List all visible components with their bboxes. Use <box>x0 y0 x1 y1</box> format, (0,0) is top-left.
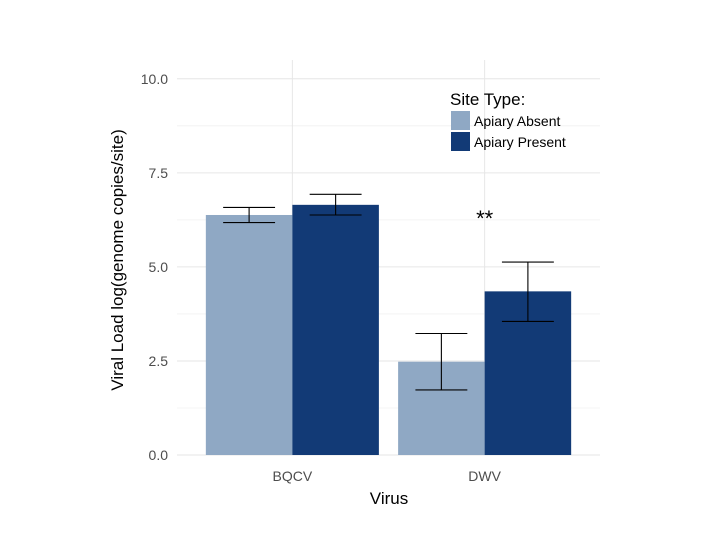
legend: Site Type: Apiary Absent Apiary Present <box>450 90 566 151</box>
x-axis-title: Virus <box>370 489 408 508</box>
x-tick-label: BQCV <box>273 468 313 484</box>
error-bar <box>223 206 276 224</box>
y-tick-label: 7.5 <box>149 165 169 181</box>
significance-annotation: ** <box>476 206 494 231</box>
legend-label: Apiary Present <box>474 134 566 150</box>
legend-label: Apiary Absent <box>474 113 560 129</box>
error-bar <box>501 261 554 323</box>
x-axis-ticks: BQCV DWV <box>273 468 502 484</box>
annotations: ** <box>476 206 494 231</box>
error-bar <box>309 193 362 216</box>
y-axis-ticks: 0.0 2.5 5.0 7.5 10.0 <box>141 71 168 463</box>
y-tick-label: 5.0 <box>149 259 169 275</box>
bar-bqcv-apiary-absent <box>205 214 293 455</box>
legend-title: Site Type: <box>450 90 525 109</box>
bar-bqcv-apiary-present <box>292 204 379 455</box>
y-axis-title: Viral Load log(genome copies/site) <box>108 129 127 390</box>
y-tick-label: 0.0 <box>149 447 169 463</box>
y-tick-label: 2.5 <box>149 353 169 369</box>
x-tick-label: DWV <box>468 468 501 484</box>
y-tick-label: 10.0 <box>141 71 168 87</box>
legend-swatch <box>451 111 470 130</box>
error-bars <box>223 193 554 391</box>
bars <box>205 204 572 455</box>
error-bar <box>415 332 468 391</box>
legend-swatch <box>451 132 470 151</box>
